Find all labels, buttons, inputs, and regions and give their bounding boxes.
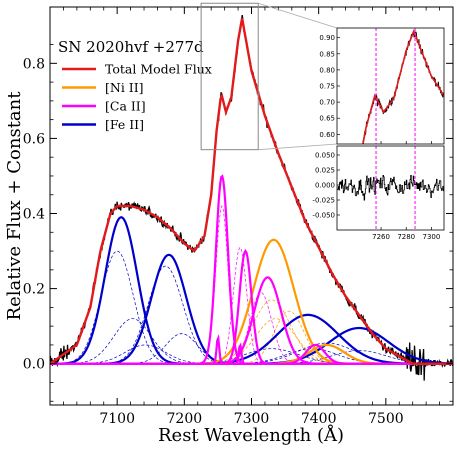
fe-ii-component-line	[50, 326, 453, 365]
inset-residual-frame	[336, 145, 445, 231]
inset-y-tick-label: 0.85	[319, 50, 335, 58]
inset-total-model-line	[362, 29, 444, 144]
inset-residual-y-tick-label: -0.025	[312, 197, 335, 205]
x-tick-label: 7400	[301, 411, 337, 427]
inset-y-tick-label: 0.80	[319, 66, 335, 74]
fe-ii-subcomponent-line	[50, 318, 453, 365]
x-axis-title: Rest Wavelength (Å)	[158, 424, 344, 446]
ca-ii-component-line	[50, 249, 453, 365]
inset-x-tick-label: 7280	[397, 233, 415, 241]
zoom-connector-line	[258, 143, 338, 151]
zoom-indicator	[200, 2, 338, 151]
legend-title: SN 2020hvf +277d	[58, 38, 204, 56]
inset-x-tick-label: 7260	[372, 233, 390, 241]
y-axis-title: Relative Flux + Constant	[4, 91, 25, 321]
x-tick-label: 7200	[167, 411, 203, 427]
fe-ii-component-line	[50, 253, 453, 365]
legend-label: [Ca II]	[105, 99, 146, 114]
x-tick-label: 7100	[99, 411, 135, 427]
y-tick-label: 0.2	[23, 282, 45, 298]
inset-residual-y-tick-label: 0.025	[315, 167, 335, 175]
legend: SN 2020hvf +277d Total Model Flux [Ni II]…	[58, 38, 212, 132]
ca-ii-component-line	[50, 342, 453, 365]
total-model-line	[50, 18, 453, 365]
legend-label: Total Model Flux	[105, 62, 212, 77]
inset-x-tick-label: 7300	[422, 233, 440, 241]
zoom-connector-line	[258, 2, 338, 29]
inset-y-tick-label: 0.60	[319, 131, 335, 139]
inset-residual-y-tick-label: -0.050	[312, 212, 335, 220]
inset-y-tick-label: 0.90	[319, 34, 335, 42]
legend-label: [Fe II]	[105, 117, 144, 132]
inset-y-tick-label: 0.75	[319, 83, 335, 91]
legend-label: [Ni II]	[105, 80, 144, 95]
inset-top-background	[337, 28, 444, 144]
zoom-region-box	[200, 2, 259, 151]
inset-y-tick-label: 0.65	[319, 115, 335, 123]
y-tick-label: 0.4	[23, 207, 45, 223]
inset-residual-y-tick-label: 0.000	[315, 182, 335, 190]
x-tick-label: 7500	[368, 411, 404, 427]
x-tick-label: 7300	[234, 411, 270, 427]
inset-y-tick-label: 0.70	[319, 99, 335, 107]
inset-residual-y-tick-label: 0.050	[315, 152, 335, 160]
y-tick-label: 0.8	[23, 56, 45, 72]
inset-residual-line	[337, 175, 444, 201]
inset-panel: 0.60 0.65 0.70 0.75 0.80 0.85 0.90 -0.050 -0.025…	[312, 27, 445, 241]
y-tick-label: 0.0	[23, 357, 45, 373]
y-tick-label: 0.6	[23, 131, 45, 147]
